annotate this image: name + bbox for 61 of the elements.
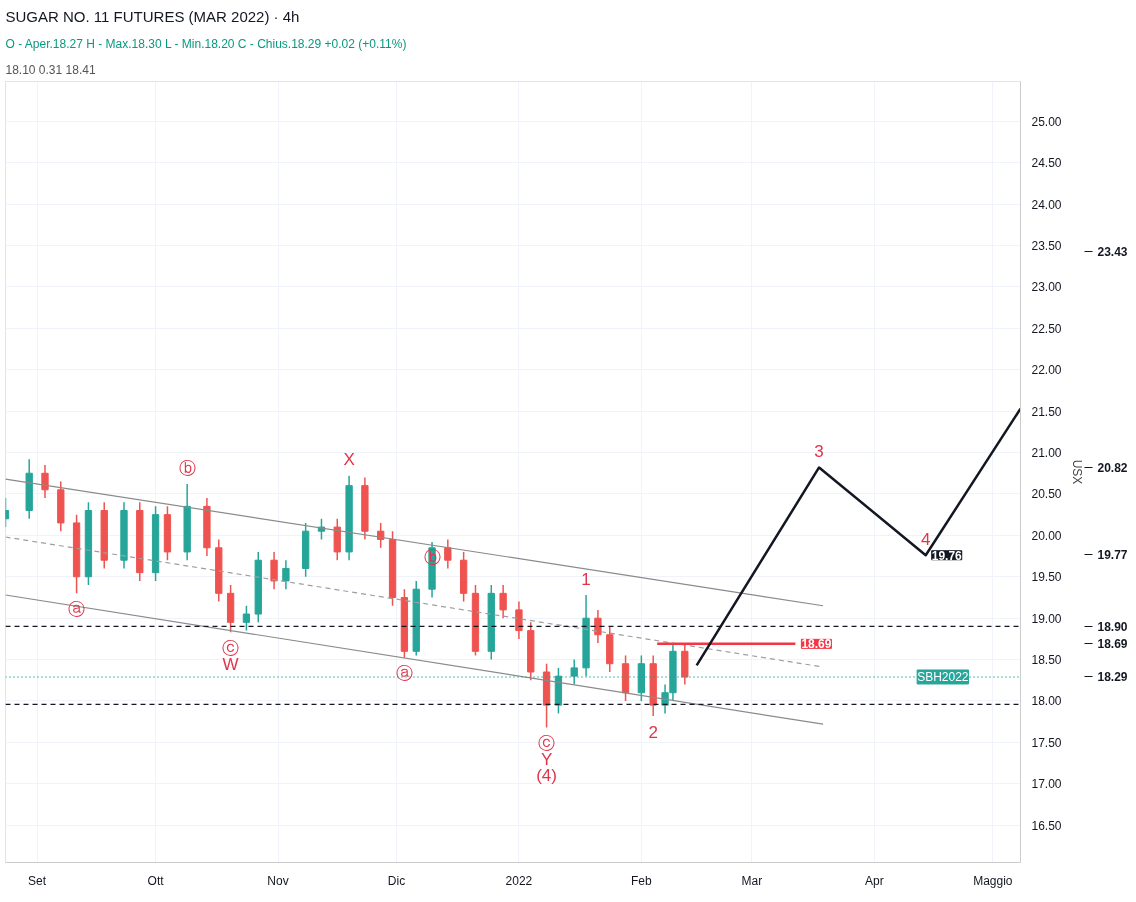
x-tick-label: Dic xyxy=(387,873,406,888)
chart-subtitle: O - Aper.18.27 H - Max.18.30 L - Min.18.20 C - Chius.18.29 +0.02 (+0.11%) xyxy=(5,36,407,51)
text: 18.10 0.31 18.41 xyxy=(5,62,96,77)
chart-title: SUGAR NO. 11 FUTURES (MAR 2022) · 4h xyxy=(5,7,300,25)
y2-tick-label: 23.43 xyxy=(1097,244,1128,259)
y-tick-label: 19.00 xyxy=(1031,611,1062,626)
annotation: 1 xyxy=(581,569,591,589)
y-tick-label: 20.00 xyxy=(1031,528,1062,543)
candlestick xyxy=(270,551,278,590)
y-tick-label: 19.50 xyxy=(1031,570,1062,585)
y-tick-label: 24.00 xyxy=(1031,197,1062,212)
annotation: (4) xyxy=(536,766,557,785)
data-label: 19.76 xyxy=(931,548,963,563)
annotation: ⓐ xyxy=(68,599,86,619)
candlestick xyxy=(41,464,49,499)
x-tick-label: Apr xyxy=(865,873,884,888)
annotation: ⓒ xyxy=(538,734,556,753)
y-tick-label: 24.50 xyxy=(1031,156,1062,171)
y2-tick-label: 18.69 xyxy=(1097,637,1128,652)
x-tick-label: Nov xyxy=(267,873,289,888)
ref-line-label: SBH2022 xyxy=(917,669,969,684)
y-tick-label: 21.00 xyxy=(1031,446,1062,461)
data-label: 18.69 xyxy=(801,637,832,652)
y-tick-label: 17.50 xyxy=(1031,735,1062,750)
candlestick xyxy=(499,584,507,619)
y-tick-label: 17.00 xyxy=(1031,777,1062,792)
y-axis-title: USX xyxy=(1069,459,1084,485)
y-tick-label: 22.00 xyxy=(1031,363,1062,378)
x-tick-label: 2022 xyxy=(505,873,533,888)
y-tick-label: 25.00 xyxy=(1031,114,1062,129)
y-tick-label: 22.50 xyxy=(1031,321,1062,336)
candlestick xyxy=(444,538,452,570)
y-tick-label: 20.50 xyxy=(1031,487,1062,502)
annotation: X xyxy=(343,450,355,470)
x-tick-label: Maggio xyxy=(973,873,1013,888)
y-tick-label: 23.50 xyxy=(1031,238,1062,253)
y-tick-label: 23.00 xyxy=(1031,280,1062,295)
candlestick xyxy=(377,522,385,549)
y-tick-label: 16.50 xyxy=(1031,818,1062,833)
annotation: 4 xyxy=(920,530,931,550)
annotation: ⓒ xyxy=(222,638,240,658)
x-tick-label: Feb xyxy=(631,873,653,888)
candlestick xyxy=(242,605,251,632)
annotation: ⓐ xyxy=(395,664,413,684)
y2-tick-label: 20.82 xyxy=(1097,460,1128,475)
y2-tick-label: 18.29 xyxy=(1097,670,1128,685)
candlestick xyxy=(594,609,602,644)
x-tick-label: Ott xyxy=(147,873,165,888)
candlestick xyxy=(282,559,290,590)
y-tick-label: 18.50 xyxy=(1031,653,1062,668)
annotation: 3 xyxy=(814,442,824,462)
annotation: 2 xyxy=(648,722,658,742)
candlestick xyxy=(515,600,523,640)
y-tick-label: 21.50 xyxy=(1031,404,1062,419)
annotation: Y xyxy=(540,750,553,769)
y2-tick-label: 18.90 xyxy=(1097,619,1128,634)
x-tick-label: Set xyxy=(28,873,47,888)
y-tick-label: 18.00 xyxy=(1031,694,1062,709)
annotation: ⓑ xyxy=(178,458,196,478)
x-tick-label: Mar xyxy=(741,873,763,888)
y2-tick-label: 19.77 xyxy=(1097,547,1128,562)
